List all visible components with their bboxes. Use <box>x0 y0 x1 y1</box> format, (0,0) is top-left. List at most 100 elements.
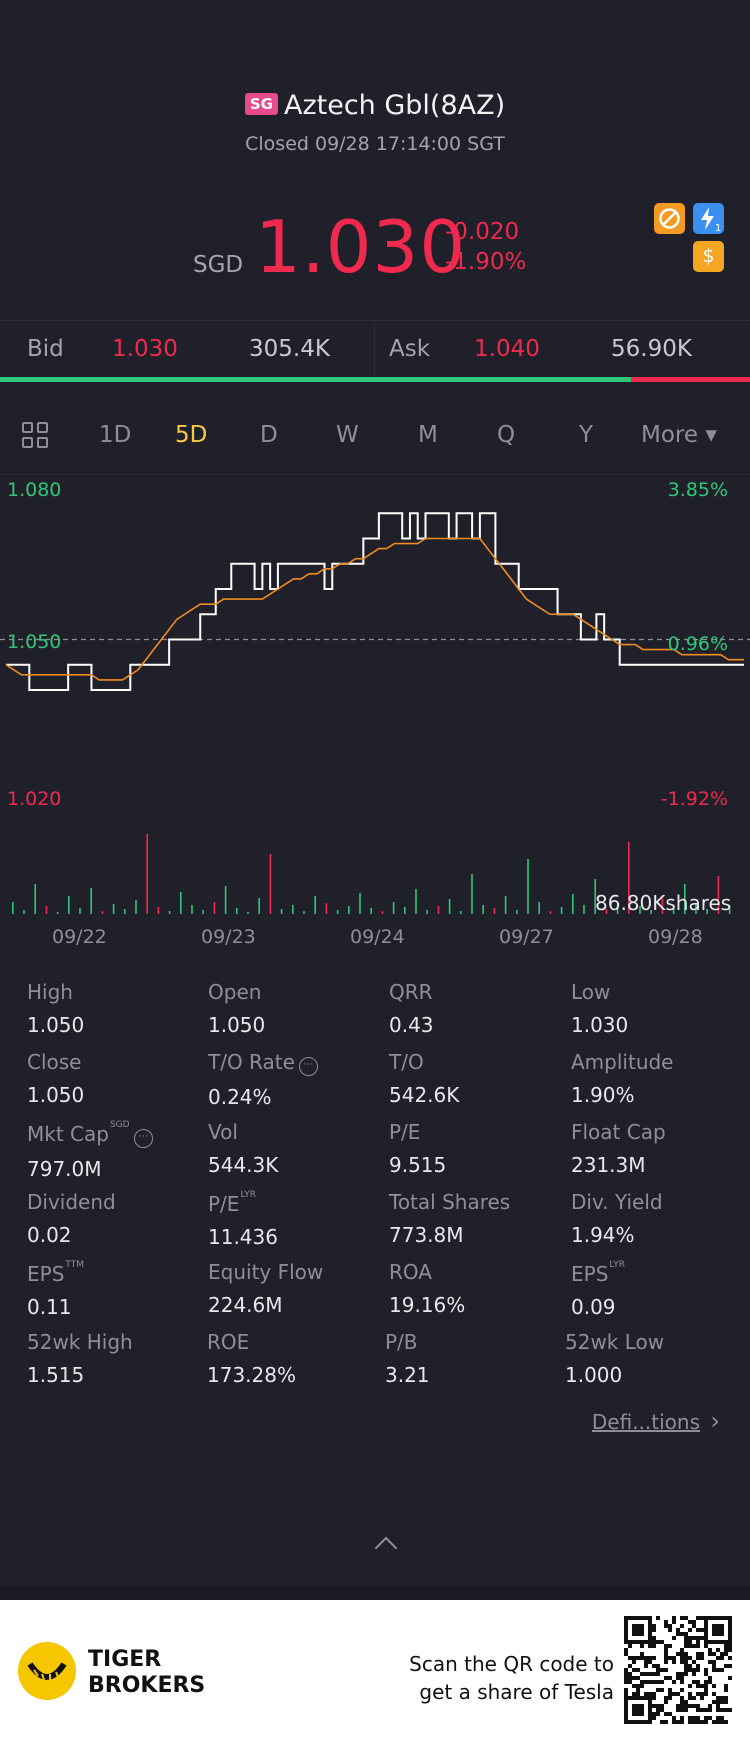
volume-bar <box>594 879 596 914</box>
volume-bar <box>269 854 272 914</box>
volume-bar <box>325 903 328 914</box>
tab-more[interactable]: More ▾ <box>641 422 717 448</box>
volume-bar <box>706 909 708 914</box>
bid-ask-divider <box>374 321 375 376</box>
volume-bar <box>348 906 350 914</box>
stat-amplitude: Amplitude 1.90% <box>571 1050 674 1107</box>
y-pct-low: -1.92% <box>660 788 728 810</box>
volume-bar <box>527 859 529 914</box>
y-label-high: 1.080 <box>7 479 62 501</box>
stat-high: High 1.050 <box>27 980 85 1037</box>
volume-bar <box>213 902 216 914</box>
volume-bar <box>415 889 417 914</box>
volume-bar <box>157 907 160 914</box>
volume-bar <box>135 900 137 914</box>
stat-pe: P/E 9.515 <box>389 1120 447 1177</box>
volume-bar <box>728 905 731 914</box>
stat-to-rate: T/O Rate ⋯ 0.24% <box>208 1050 318 1109</box>
bid-ratio-bar <box>0 377 631 382</box>
price-change: -0.020 -1.90% <box>445 217 526 277</box>
stat-pb: P/B 3.21 <box>385 1330 430 1387</box>
y-pct-mid: 0.96% <box>667 633 728 655</box>
chevron-up-icon[interactable] <box>374 1536 398 1560</box>
stat-open: Open 1.050 <box>208 980 266 1037</box>
volume-bar <box>426 910 428 914</box>
volume-bar <box>112 904 115 914</box>
volume-bar <box>437 906 440 914</box>
price-chart[interactable] <box>0 476 750 956</box>
volume-bar <box>583 905 585 914</box>
volume-bar <box>314 896 316 914</box>
tab-d[interactable]: D <box>260 422 278 448</box>
x-label-0923: 09/23 <box>201 926 256 948</box>
stat-pe-lyr: P/ELYR 11.436 <box>208 1190 278 1249</box>
market-badge: SG <box>244 93 278 115</box>
chevron-right-icon[interactable]: › <box>710 1407 720 1435</box>
lightning-1-icon[interactable]: 1 <box>693 203 724 234</box>
volume-bar <box>68 896 70 914</box>
footer-divider <box>0 1586 750 1600</box>
tab-y[interactable]: Y <box>579 422 594 448</box>
volume-bar <box>370 908 372 914</box>
volume-bar <box>101 911 104 914</box>
volume-bar <box>493 908 496 914</box>
volume-bar <box>303 911 305 914</box>
ask-size: 56.90K <box>611 336 692 362</box>
y-label-low: 1.020 <box>7 788 62 810</box>
stock-title[interactable]: SG Aztech Gbl(8AZ) <box>0 90 750 121</box>
change-value: -0.020 <box>445 219 520 245</box>
tab-w[interactable]: W <box>336 422 359 448</box>
ask-ratio-bar <box>631 377 750 382</box>
chart-canvas[interactable] <box>0 476 750 956</box>
volume-bar <box>191 905 193 914</box>
volume-bar <box>34 884 36 914</box>
bid-label: Bid <box>27 336 64 362</box>
qr-code[interactable] <box>624 1616 732 1724</box>
bid-price: 1.030 <box>112 336 178 362</box>
volume-bar <box>336 910 339 914</box>
avg-price-line <box>5 537 744 681</box>
volume-bar <box>572 894 574 914</box>
volume-bar <box>236 908 238 914</box>
currency-superscript: SGD <box>109 1120 130 1130</box>
tab-q[interactable]: Q <box>497 422 516 448</box>
market-status: Closed 09/28 17:14:00 SGT <box>245 133 505 155</box>
chart-layout-icon[interactable] <box>22 422 50 450</box>
stock-header: SG Aztech Gbl(8AZ) Closed 09/28 17:14:00 … <box>0 0 750 320</box>
volume-bar <box>661 898 664 914</box>
tabs-divider <box>0 474 750 475</box>
stat-float-cap: Float Cap 231.3M <box>571 1120 666 1177</box>
volume-bar <box>12 902 14 914</box>
stat-qrr: QRR 0.43 <box>389 980 434 1037</box>
volume-bar <box>90 888 92 914</box>
stat-roe: ROE 173.28% <box>207 1330 296 1387</box>
tab-5d[interactable]: 5D <box>175 422 208 448</box>
x-label-0927: 09/27 <box>499 926 554 948</box>
stat-eps-ttm: EPSTTM 0.11 <box>27 1260 85 1319</box>
volume-bar <box>650 910 652 914</box>
dollar-icon[interactable]: $ <box>693 241 724 272</box>
volume-bar <box>460 911 462 914</box>
stat-total-shares: Total Shares 773.8M <box>389 1190 511 1247</box>
volume-bar <box>146 834 148 914</box>
volume-bar <box>549 911 552 914</box>
volume-bar <box>23 910 25 914</box>
volume-bar <box>482 905 484 914</box>
change-percent: -1.90% <box>445 249 527 275</box>
tab-1d[interactable]: 1D <box>99 422 132 448</box>
stat-close: Close 1.050 <box>27 1050 85 1107</box>
stat-eps-lyr: EPSLYR 0.09 <box>571 1260 625 1319</box>
volume-bar <box>381 911 384 914</box>
info-icon[interactable]: ⋯ <box>298 1057 318 1076</box>
info-icon[interactable]: ⋯ <box>133 1129 153 1148</box>
svg-text:1: 1 <box>715 223 721 234</box>
tab-m[interactable]: M <box>418 422 438 448</box>
volume-bar <box>359 893 361 914</box>
volume-bar <box>639 906 641 914</box>
currency-label: SGD <box>193 252 244 278</box>
definitions-link[interactable]: Defi...tions <box>591 1410 700 1434</box>
y-label-mid: 1.050 <box>7 631 62 653</box>
volume-bar <box>258 898 260 914</box>
no-short-icon[interactable] <box>654 203 685 234</box>
price-line <box>6 512 744 691</box>
